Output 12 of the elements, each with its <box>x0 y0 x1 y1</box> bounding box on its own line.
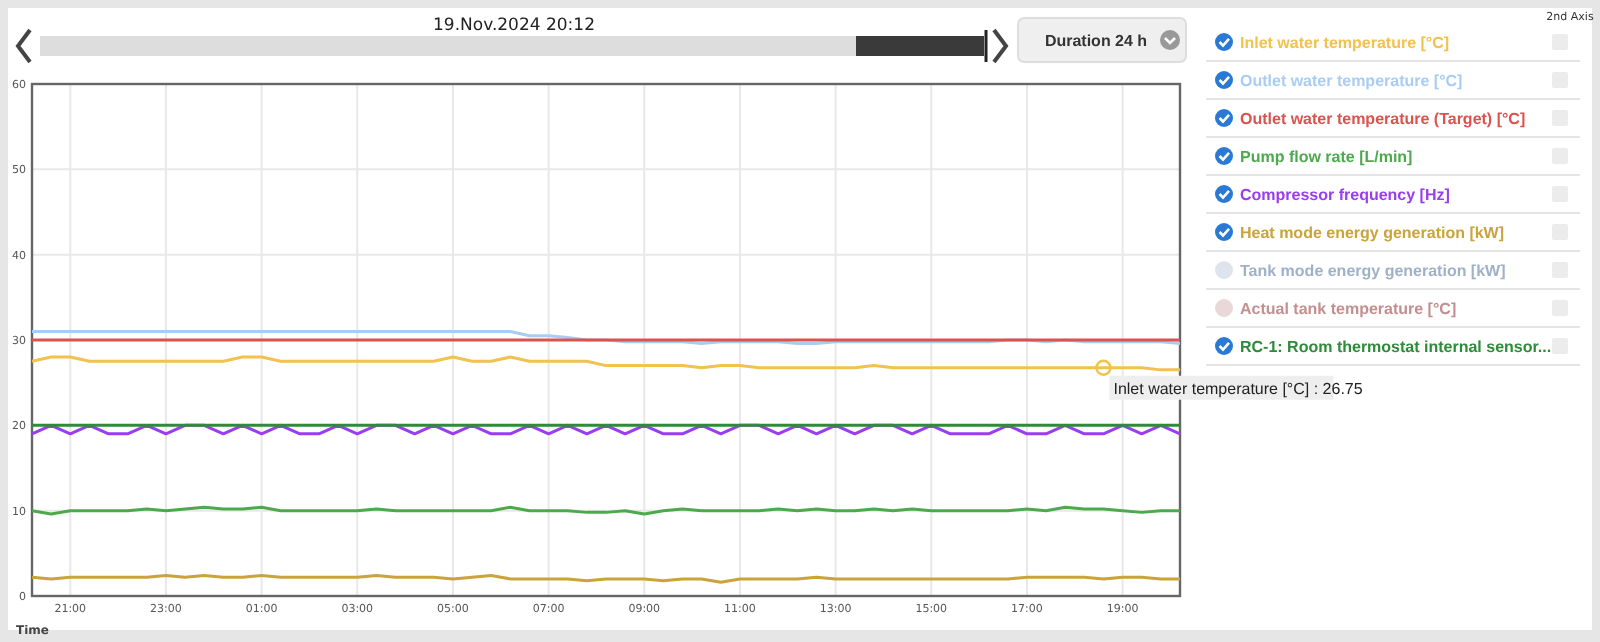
text: Outlet water temperature [°C] <box>1240 72 1464 90</box>
text: Outlet water temperature (Target) [°C] <box>1240 110 1526 128</box>
text: Duration 24 h <box>1044 32 1148 50</box>
legend-label: Tank mode energy generation [kW] <box>1240 262 1507 280</box>
annotation: Inlet water temperature [°C] : 26.75 <box>1113 379 1364 398</box>
text: Heat mode energy generation [kW] <box>1240 224 1505 242</box>
text: Pump flow rate [L/min] <box>1240 148 1414 166</box>
text: RC-1: Room thermostat internal sensor... <box>1240 338 1552 356</box>
text: Compressor frequency [Hz] <box>1240 186 1451 204</box>
legend-label: Actual tank temperature [°C] <box>1240 300 1457 318</box>
text: Inlet water temperature [°C] <box>1240 34 1450 52</box>
chart-title: 19.Nov.2024 20:12 <box>433 16 595 36</box>
